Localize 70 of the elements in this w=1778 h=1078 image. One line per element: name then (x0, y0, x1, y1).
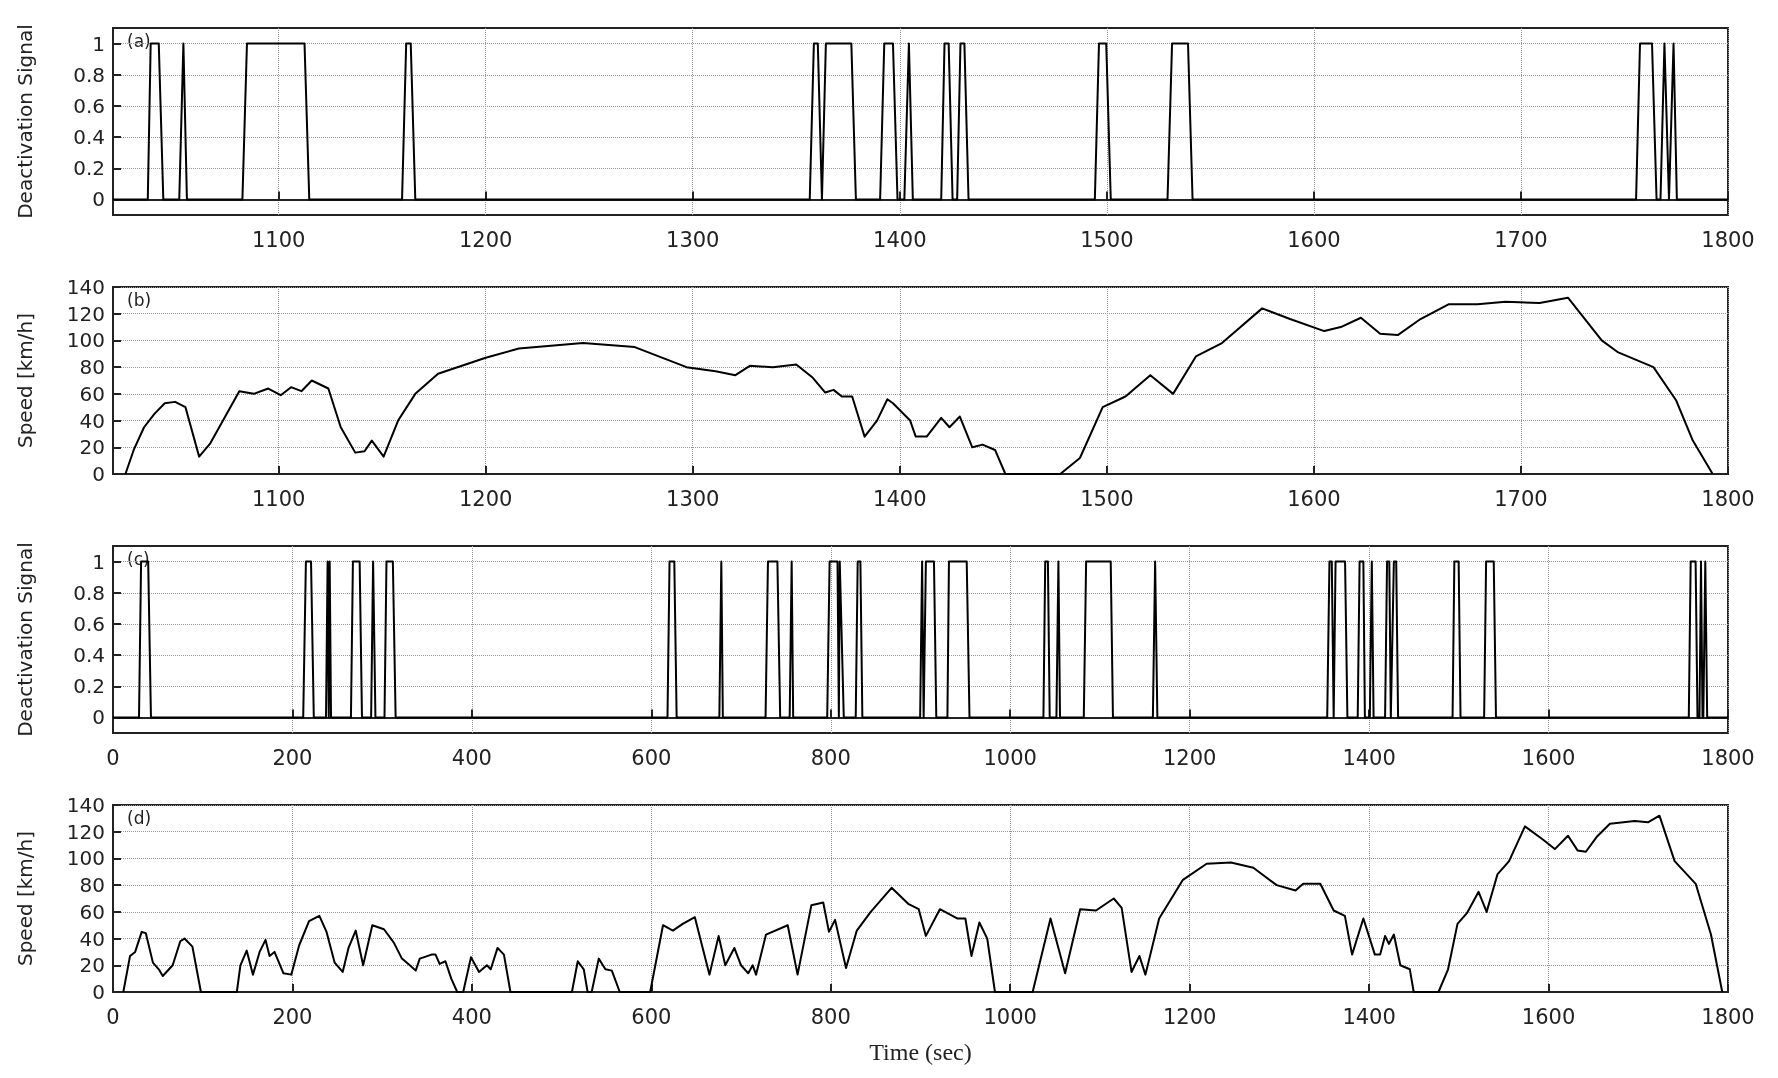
x-tick-label: 1400 (873, 486, 927, 511)
annotation: (a) (127, 30, 151, 51)
y-tick-label: 60 (79, 899, 105, 924)
x-tick-label: 1100 (251, 486, 306, 511)
x-tick-label: 400 (451, 1004, 492, 1029)
x-tick-label: 800 (810, 1004, 851, 1029)
y-tick-label: 20 (79, 435, 105, 460)
x-tick-label: 1800 (1701, 486, 1755, 511)
y-tick-label: 80 (79, 355, 105, 380)
y-axis-title: Speed [km/h] (13, 830, 37, 967)
x-tick-label: 1300 (666, 486, 720, 511)
x-tick-label: 800 (810, 745, 851, 770)
y-axis-title: Deactivation Signal (13, 542, 37, 737)
x-tick-label: 1100 (251, 227, 306, 252)
x-tick-label: 200 (272, 1004, 313, 1029)
x-tick-label: 1000 (983, 1004, 1037, 1029)
x-tick-label: 1000 (983, 745, 1037, 770)
x-tick-label: 1500 (1080, 486, 1134, 511)
x-tick-label: 1800 (1701, 227, 1755, 252)
y-axis-title: Speed [km/h] (13, 312, 37, 449)
y-tick-label: 140 (66, 793, 105, 817)
x-tick-label: 1200 (1162, 1004, 1217, 1029)
x-tick-label: 200 (272, 745, 313, 770)
y-tick-label: 0.2 (73, 156, 105, 181)
x-tick-label: 1400 (1342, 1004, 1396, 1029)
x-tick-label: 1600 (1287, 227, 1341, 252)
y-tick-label: 0.8 (73, 580, 105, 605)
y-tick-label: 1 (92, 549, 105, 574)
x-tick-label: 1400 (1342, 745, 1396, 770)
x-tick-label: 1700 (1494, 486, 1548, 511)
x-tick-label: 1300 (666, 227, 720, 252)
y-tick-label: 0.2 (73, 674, 105, 699)
y-tick-label: 0 (92, 462, 105, 486)
x-tick-label: 1200 (1162, 745, 1217, 770)
x-tick-label: 600 (631, 1004, 672, 1029)
y-tick-label: 0.4 (73, 643, 105, 668)
y-tick-label: 60 (79, 381, 105, 406)
y-tick-label: 0 (92, 980, 105, 1004)
annotation: (b) (127, 289, 152, 310)
y-tick-label: 80 (79, 873, 105, 898)
y-tick-label: 140 (66, 275, 105, 299)
y-tick-label: 0.8 (73, 62, 105, 87)
y-tick-label: 120 (66, 301, 105, 326)
y-tick-label: 100 (66, 846, 105, 871)
x-tick-label: 1500 (1080, 227, 1134, 252)
x-tick-label: 1800 (1701, 1004, 1755, 1029)
x-tick-label: 1600 (1521, 745, 1576, 770)
x-tick-label: 400 (451, 745, 492, 770)
x-axis-title: Time (sec) (869, 1039, 972, 1065)
y-tick-label: 0 (92, 187, 105, 212)
y-tick-label: 100 (66, 328, 105, 353)
y-tick-label: 1 (92, 31, 105, 56)
x-tick-label: 1200 (458, 486, 513, 511)
x-tick-label: 1700 (1494, 227, 1548, 252)
y-tick-label: 0 (92, 705, 105, 730)
x-tick-label: 1800 (1701, 745, 1755, 770)
y-tick-label: 0.6 (73, 93, 105, 118)
x-tick-label: 1200 (458, 227, 513, 252)
y-tick-label: 40 (79, 926, 105, 951)
y-axis-title: Deactivation Signal (13, 24, 37, 219)
x-tick-label: 1600 (1287, 486, 1341, 511)
x-tick-label: 1400 (873, 227, 927, 252)
annotation: (d) (127, 807, 152, 828)
x-tick-label: 1600 (1521, 1004, 1576, 1029)
y-tick-label: 0.4 (73, 125, 105, 150)
y-tick-label: 120 (66, 819, 105, 844)
y-tick-label: 20 (79, 953, 105, 978)
y-tick-label: 0.6 (73, 611, 105, 636)
x-tick-label: 600 (631, 745, 672, 770)
y-tick-label: 40 (79, 408, 105, 433)
